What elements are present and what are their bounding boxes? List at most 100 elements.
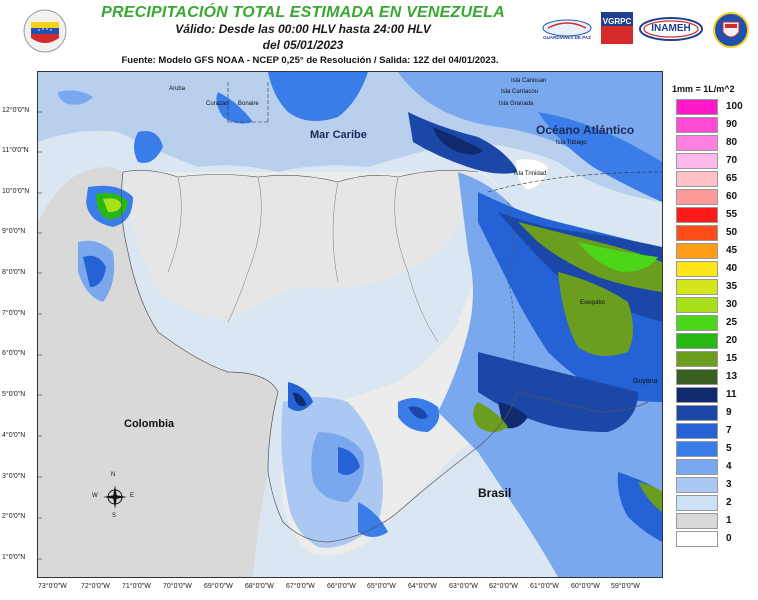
label-isla-tobago: Isla Tobago <box>556 140 587 146</box>
legend-label: 20 <box>726 335 738 346</box>
lat-label: 1°0'0"N <box>2 554 26 561</box>
date-text: del 05/01/2023 <box>262 38 344 52</box>
legend-swatch <box>676 333 718 349</box>
lat-label: 5°0'0"N <box>2 391 26 398</box>
legend-swatch <box>676 495 718 511</box>
label-isla-trinidad: Isla Trinidad <box>514 171 547 177</box>
legend-swatch <box>676 279 718 295</box>
label-isla-canouan: Isla Canouan <box>511 78 547 84</box>
legend-label: 3 <box>726 479 732 490</box>
label-esequibo: Esequibo <box>580 300 606 306</box>
lat-label: 8°0'0"N <box>2 269 26 276</box>
lon-label: 67°0'0"W <box>286 583 315 590</box>
legend-label: 65 <box>726 173 738 184</box>
legend-swatch <box>676 225 718 241</box>
label-brasil: Brasil <box>478 486 512 500</box>
lon-label: 71°0'0"W <box>122 583 151 590</box>
vgrpc-text: VGRPC <box>602 17 632 26</box>
legend-label: 9 <box>726 407 732 418</box>
lon-label: 65°0'0"W <box>367 583 396 590</box>
legend-swatch <box>676 387 718 403</box>
venezuela-flag-shield-icon <box>23 9 67 53</box>
label-colombia: Colombia <box>124 418 175 430</box>
label-mar-caribe: Mar Caribe <box>310 129 367 141</box>
legend-swatch <box>676 189 718 205</box>
left-logo <box>22 8 68 54</box>
legend-label: 25 <box>726 317 738 328</box>
compass-west: W <box>92 493 98 499</box>
label-isla-carriacou: Isla Carriacou <box>501 89 539 95</box>
legend-swatch <box>676 513 718 529</box>
lon-label: 61°0'0"W <box>530 583 559 590</box>
source-text: Fuente: Modelo GFS NOAA - NCEP 0,25° de … <box>121 55 499 66</box>
legend-swatch <box>676 315 718 331</box>
legend-label: 4 <box>726 461 732 472</box>
compass-north: N <box>111 472 116 478</box>
legend-swatch <box>676 297 718 313</box>
legend-swatch <box>676 423 718 439</box>
legend-label: 40 <box>726 263 738 274</box>
compass-east: E <box>130 493 135 499</box>
legend-label: 7 <box>726 425 732 436</box>
legend-label: 100 <box>726 101 743 112</box>
lat-label: 7°0'0"N <box>2 310 26 317</box>
validity-text: Válido: Desde las 00:00 HLV hasta 24:00 … <box>175 22 431 36</box>
legend-label: 11 <box>726 389 737 400</box>
lat-label: 3°0'0"N <box>2 473 26 480</box>
legend-label: 45 <box>726 245 738 256</box>
lon-label: 62°0'0"W <box>489 583 518 590</box>
legend-swatch <box>676 171 718 187</box>
vgrpc-logo: VGRPC <box>601 12 633 44</box>
right-logo <box>712 12 750 48</box>
legend-swatch <box>676 99 718 115</box>
legend-label: 15 <box>726 353 738 364</box>
lon-label: 73°0'0"W <box>38 583 67 590</box>
lat-label: 12°0'0"N <box>2 107 30 114</box>
guardianes-logo: GUARDIANES DE PAZ <box>538 16 596 42</box>
compass-rose <box>100 475 130 515</box>
label-isla-granada: Isla Granada <box>499 101 534 107</box>
legend-label: 0 <box>726 533 732 544</box>
lat-label: 9°0'0"N <box>2 228 26 235</box>
legend-label: 70 <box>726 155 738 166</box>
legend-swatch <box>676 135 718 151</box>
compass-south: S <box>112 513 117 519</box>
legend-swatch <box>676 459 718 475</box>
label-bonaire: Bonaire <box>238 101 259 107</box>
lon-label: 70°0'0"W <box>163 583 192 590</box>
lat-label: 10°0'0"N <box>2 188 30 195</box>
legend-swatch <box>676 351 718 367</box>
compass-rose-icon <box>103 485 127 509</box>
lat-label: 6°0'0"N <box>2 350 26 357</box>
legend-label: 90 <box>726 119 738 130</box>
map-title: PRECIPITACIÓN TOTAL ESTIMADA EN VENEZUEL… <box>101 4 505 21</box>
inameh-logo: INAMEH <box>638 16 704 42</box>
label-aruba: Aruba <box>169 86 186 92</box>
lon-label: 66°0'0"W <box>327 583 356 590</box>
label-guyana: Guyana <box>633 378 658 385</box>
legend-unit: 1mm = 1L/m^2 <box>672 84 735 94</box>
legend-label: 1 <box>726 515 732 526</box>
lon-label: 68°0'0"W <box>245 583 274 590</box>
legend-swatch <box>676 477 718 493</box>
legend-label: 60 <box>726 191 738 202</box>
lon-label: 59°0'0"W <box>611 583 640 590</box>
legend-label: 30 <box>726 299 738 310</box>
lat-label: 11°0'0"N <box>2 147 29 154</box>
label-curazao: Curazao <box>206 101 229 107</box>
legend-label: 13 <box>726 371 738 382</box>
lon-label: 60°0'0"W <box>571 583 600 590</box>
lon-label: 63°0'0"W <box>449 583 478 590</box>
map-canvas <box>38 72 662 577</box>
legend-swatch <box>676 531 718 547</box>
legend-swatch <box>676 117 718 133</box>
legend-swatch <box>676 207 718 223</box>
legend-swatch <box>676 369 718 385</box>
lat-label: 2°0'0"N <box>2 513 26 520</box>
lon-label: 64°0'0"W <box>408 583 437 590</box>
legend-swatch <box>676 243 718 259</box>
inameh-text: INAMEH <box>651 23 691 34</box>
label-oceano-atlantico: Océano Atlántico <box>536 123 635 137</box>
legend-swatch <box>676 405 718 421</box>
precipitation-map: N S E W Mar Caribe Océano Atlántico Colo… <box>37 71 663 578</box>
